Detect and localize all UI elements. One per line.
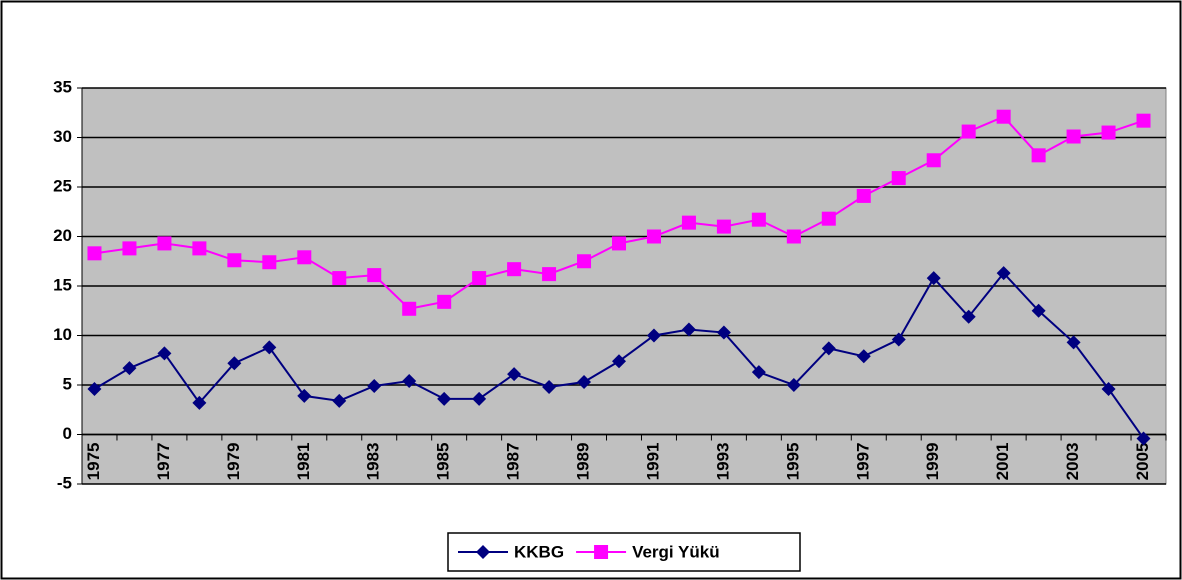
- data-point: [332, 271, 347, 286]
- data-point: [297, 388, 312, 403]
- data-point: [577, 375, 592, 390]
- legend-label: Vergi Yükü: [632, 542, 720, 561]
- data-point: [891, 171, 906, 186]
- legend-marker: [476, 545, 490, 559]
- x-tick-label: 1993: [713, 443, 732, 481]
- data-point: [157, 236, 172, 251]
- data-point: [402, 301, 417, 316]
- y-tick-label: -5: [57, 473, 72, 492]
- x-tick-label: 1975: [84, 443, 103, 481]
- data-point: [402, 374, 417, 389]
- data-point: [332, 393, 347, 408]
- data-point: [961, 124, 976, 139]
- data-point: [1031, 148, 1046, 163]
- y-tick-label: 15: [53, 275, 72, 294]
- x-tick-label: 1995: [783, 443, 802, 481]
- data-point: [507, 262, 522, 277]
- data-point: [1101, 381, 1116, 396]
- data-point: [227, 356, 242, 371]
- data-point: [1101, 125, 1116, 140]
- y-tick-label: 35: [53, 77, 72, 96]
- data-point: [821, 341, 836, 356]
- x-tick-label: 2005: [1133, 443, 1152, 481]
- data-point: [577, 254, 592, 269]
- data-point: [786, 378, 801, 392]
- data-point: [716, 325, 731, 340]
- data-point: [87, 246, 102, 261]
- data-point: [646, 229, 661, 244]
- data-point: [437, 294, 452, 309]
- y-tick-label: 5: [63, 374, 72, 393]
- data-point: [122, 241, 137, 256]
- x-tick-label: 1997: [853, 443, 872, 481]
- data-point: [472, 271, 487, 286]
- x-tick-label: 2001: [993, 443, 1012, 481]
- data-point: [1066, 335, 1081, 350]
- x-tick-label: 1983: [364, 443, 383, 481]
- data-point: [1136, 113, 1151, 128]
- data-point: [856, 349, 871, 364]
- y-tick-label: 20: [53, 226, 72, 245]
- data-point: [192, 395, 207, 410]
- x-tick-label: 1999: [923, 443, 942, 481]
- data-point: [542, 267, 557, 282]
- data-point: [1066, 129, 1081, 144]
- data-point: [122, 361, 137, 376]
- x-tick-label: 1991: [643, 443, 662, 481]
- data-point: [891, 332, 906, 347]
- y-tick-label: 0: [63, 424, 72, 443]
- x-tick-label: 1987: [504, 443, 523, 481]
- data-point: [996, 109, 1011, 124]
- data-point: [681, 322, 696, 337]
- y-tick-label: 25: [53, 176, 72, 195]
- data-point: [192, 241, 207, 256]
- data-point: [926, 153, 941, 168]
- data-point: [262, 255, 277, 270]
- data-point: [1031, 303, 1046, 318]
- x-tick-label: 1979: [224, 443, 243, 481]
- x-tick-label: 1981: [294, 443, 313, 481]
- x-tick-label: 1985: [434, 443, 453, 481]
- data-point: [367, 268, 382, 283]
- data-point: [786, 229, 801, 244]
- data-point: [437, 391, 452, 406]
- x-tick-label: 1977: [154, 443, 173, 481]
- data-point: [646, 328, 661, 343]
- data-point: [157, 346, 172, 361]
- legend-marker: [594, 545, 609, 559]
- legend-label: KKBG: [514, 542, 564, 561]
- data-point: [542, 379, 557, 394]
- y-tick-label: 10: [53, 325, 72, 344]
- y-tick-label: 30: [53, 127, 72, 146]
- data-point: [367, 378, 382, 393]
- data-point: [262, 340, 277, 355]
- data-point: [1136, 431, 1151, 446]
- data-point: [821, 211, 836, 226]
- data-point: [996, 266, 1011, 281]
- data-point: [612, 236, 626, 251]
- data-point: [507, 367, 522, 382]
- data-point: [926, 271, 941, 286]
- data-point: [751, 212, 766, 227]
- data-point: [87, 381, 102, 396]
- x-tick-label: 1989: [574, 443, 593, 481]
- data-point: [612, 354, 626, 369]
- x-tick-label: 2003: [1063, 443, 1082, 481]
- data-point: [856, 188, 871, 203]
- data-point: [716, 219, 731, 234]
- data-point: [227, 253, 242, 268]
- data-point: [297, 250, 312, 265]
- data-point: [751, 365, 766, 380]
- data-point: [472, 391, 487, 406]
- data-point: [681, 215, 696, 230]
- data-point: [961, 309, 976, 324]
